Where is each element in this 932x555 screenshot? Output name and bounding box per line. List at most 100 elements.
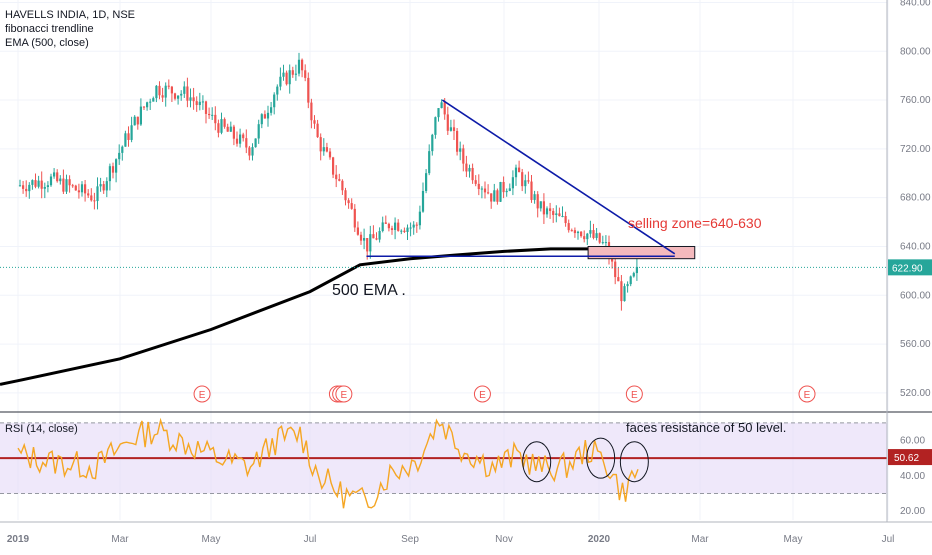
candle-body[interactable] bbox=[229, 126, 232, 132]
candle-body[interactable] bbox=[428, 151, 431, 174]
candle-body[interactable] bbox=[533, 194, 536, 200]
candle-body[interactable] bbox=[180, 93, 183, 96]
candle-body[interactable] bbox=[68, 179, 71, 186]
candle-body[interactable] bbox=[487, 192, 490, 194]
candle-body[interactable] bbox=[369, 234, 372, 252]
candle-body[interactable] bbox=[601, 242, 604, 244]
candle-body[interactable] bbox=[149, 101, 152, 103]
candle-body[interactable] bbox=[462, 148, 465, 164]
candle-body[interactable] bbox=[130, 125, 133, 140]
candle-body[interactable] bbox=[434, 117, 437, 135]
candle-body[interactable] bbox=[46, 185, 49, 187]
candle-body[interactable] bbox=[242, 134, 245, 139]
candle-body[interactable] bbox=[133, 116, 136, 126]
candle-body[interactable] bbox=[316, 123, 319, 138]
candle-body[interactable] bbox=[480, 188, 483, 190]
candle-body[interactable] bbox=[592, 230, 595, 239]
rsi-legend-label[interactable]: RSI (14, close) bbox=[5, 423, 78, 435]
candle-body[interactable] bbox=[443, 102, 446, 115]
candle-body[interactable] bbox=[583, 236, 586, 240]
candle-body[interactable] bbox=[136, 116, 139, 125]
trendline-upper[interactable] bbox=[441, 99, 676, 255]
candle-body[interactable] bbox=[192, 97, 195, 102]
candle-body[interactable] bbox=[595, 233, 598, 239]
candle-body[interactable] bbox=[381, 222, 384, 231]
candle-body[interactable] bbox=[164, 85, 167, 98]
candle-body[interactable] bbox=[366, 238, 369, 252]
candle-body[interactable] bbox=[415, 224, 418, 226]
candle-body[interactable] bbox=[418, 211, 421, 226]
candle-body[interactable] bbox=[545, 208, 549, 215]
chart-legend[interactable]: HAVELLS INDIA, 1D, NSE fibonacci trendli… bbox=[5, 8, 135, 50]
candle-body[interactable] bbox=[632, 273, 635, 277]
candle-body[interactable] bbox=[356, 227, 359, 235]
candle-body[interactable] bbox=[56, 172, 59, 182]
candle-body[interactable] bbox=[514, 167, 518, 178]
candle-body[interactable] bbox=[459, 148, 462, 152]
candle-body[interactable] bbox=[93, 200, 96, 202]
candle-body[interactable] bbox=[102, 184, 105, 191]
candle-body[interactable] bbox=[409, 227, 412, 229]
candle-body[interactable] bbox=[248, 147, 251, 156]
candle-body[interactable] bbox=[139, 106, 142, 125]
candle-body[interactable] bbox=[43, 186, 46, 189]
symbol-label[interactable]: HAVELLS INDIA, 1D, NSE bbox=[5, 9, 136, 21]
candle-body[interactable] bbox=[518, 167, 521, 173]
candle-body[interactable] bbox=[121, 146, 124, 153]
candle-body[interactable] bbox=[105, 181, 108, 191]
candle-body[interactable] bbox=[353, 208, 356, 228]
candle-body[interactable] bbox=[158, 85, 161, 96]
fibonacci-trendline-label[interactable]: fibonacci trendline bbox=[5, 23, 94, 35]
candle-body[interactable] bbox=[378, 230, 381, 240]
candle-body[interactable] bbox=[564, 216, 567, 224]
candle-body[interactable] bbox=[49, 176, 53, 186]
candle-body[interactable] bbox=[468, 167, 471, 172]
earnings-marker[interactable] bbox=[473, 385, 491, 403]
candle-body[interactable] bbox=[310, 102, 313, 121]
candle-body[interactable] bbox=[477, 183, 480, 190]
candle-body[interactable] bbox=[173, 93, 177, 99]
candle-body[interactable] bbox=[80, 184, 84, 193]
candle-body[interactable] bbox=[232, 126, 235, 139]
candle-body[interactable] bbox=[437, 108, 440, 118]
candle-body[interactable] bbox=[304, 70, 307, 78]
candle-body[interactable] bbox=[34, 180, 37, 187]
candle-body[interactable] bbox=[549, 208, 552, 211]
candle-body[interactable] bbox=[576, 231, 580, 234]
earnings-marker[interactable] bbox=[335, 385, 353, 403]
candle-body[interactable] bbox=[502, 181, 505, 193]
candle-body[interactable] bbox=[201, 101, 204, 103]
candle-body[interactable] bbox=[446, 114, 449, 131]
candle-body[interactable] bbox=[294, 73, 297, 75]
candle-body[interactable] bbox=[511, 177, 514, 189]
candle-body[interactable] bbox=[372, 234, 375, 239]
candle-body[interactable] bbox=[363, 238, 366, 241]
candle-body[interactable] bbox=[307, 77, 310, 103]
candle-body[interactable] bbox=[195, 101, 198, 106]
candle-body[interactable] bbox=[387, 223, 390, 229]
candle-body[interactable] bbox=[155, 85, 158, 99]
candle-body[interactable] bbox=[322, 147, 325, 152]
candle-body[interactable] bbox=[276, 86, 279, 95]
candle-body[interactable] bbox=[536, 194, 539, 209]
candle-body[interactable] bbox=[124, 133, 127, 147]
candle-body[interactable] bbox=[341, 180, 344, 191]
candle-body[interactable] bbox=[251, 147, 254, 156]
candle-body[interactable] bbox=[384, 222, 387, 224]
candle-body[interactable] bbox=[285, 72, 288, 85]
candle-body[interactable] bbox=[235, 138, 239, 144]
candle-body[interactable] bbox=[297, 59, 301, 74]
candle-body[interactable] bbox=[347, 200, 350, 204]
candle-body[interactable] bbox=[211, 114, 214, 116]
candle-body[interactable] bbox=[161, 95, 164, 98]
rsi-pane[interactable] bbox=[0, 417, 887, 509]
candle-body[interactable] bbox=[301, 59, 304, 71]
candle-body[interactable] bbox=[456, 130, 459, 152]
candle-body[interactable] bbox=[40, 180, 43, 189]
candle-body[interactable] bbox=[152, 98, 155, 102]
candle-body[interactable] bbox=[626, 284, 629, 287]
candle-body[interactable] bbox=[77, 190, 80, 193]
candle-body[interactable] bbox=[291, 70, 294, 75]
